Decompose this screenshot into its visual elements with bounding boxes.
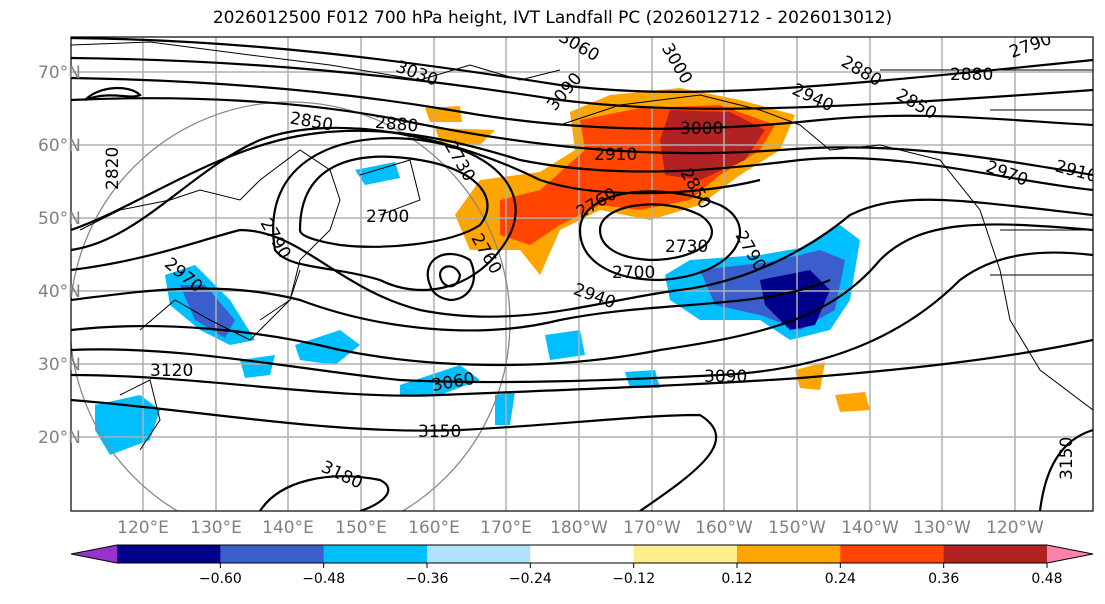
height-contours (71, 37, 1093, 511)
lat-label: 50°N (38, 209, 81, 229)
contour-label: 2700 (366, 207, 409, 227)
colorbar-segment (427, 545, 531, 563)
lon-label: 180°W (550, 518, 608, 538)
longitude-labels: 120°E 130°E 140°E 150°E 160°E 170°E 180°… (117, 518, 1044, 538)
colorbar-segment (323, 545, 428, 563)
colorbar-tick-label: −0.24 (509, 571, 552, 587)
colorbar-segment (117, 545, 221, 563)
lon-label: 160°E (408, 518, 460, 538)
graticule (71, 37, 1093, 511)
lon-label: 130°W (913, 518, 971, 538)
radius-circle (71, 101, 511, 511)
lon-label: 120°E (117, 518, 169, 538)
colorbar-segment (943, 545, 1048, 563)
colorbar-segment (840, 545, 945, 563)
lon-label: 130°E (190, 518, 242, 538)
lon-label: 150°W (768, 518, 826, 538)
contour-label: 3150 (418, 422, 461, 442)
contour-label: 3120 (150, 361, 193, 381)
colorbar-tick-label: −0.48 (302, 571, 345, 587)
contour-label: 2880 (374, 113, 419, 137)
ivt-shading (95, 88, 870, 455)
lon-label: 170°E (480, 518, 532, 538)
lat-label: 30°N (38, 355, 81, 375)
lon-label: 150°E (335, 518, 387, 538)
contour-label: 3150 (1057, 437, 1077, 480)
lon-label: 140°W (841, 518, 899, 538)
colorbar-segment (220, 545, 325, 563)
lat-label: 70°N (38, 63, 81, 83)
map-area: 3030 3060 3090 3000 2850 2880 2820 2790 … (71, 37, 1093, 511)
colorbar-tick-label: −0.12 (612, 571, 655, 587)
colorbar-tick-label: 0.36 (928, 571, 959, 587)
lat-label: 20°N (38, 428, 81, 448)
contour-label: 2730 (665, 237, 708, 257)
contour-label: 2700 (612, 263, 655, 283)
contour-label: 3000 (680, 119, 723, 139)
contour-label: 3090 (704, 367, 747, 387)
lon-label: 120°W (986, 518, 1044, 538)
colorbar-tick-label: 0.48 (1031, 571, 1062, 587)
latitude-labels: 70°N 60°N 50°N 40°N 30°N 20°N (38, 63, 81, 448)
lon-label: 170°W (623, 518, 681, 538)
colorbar-segment (737, 545, 841, 563)
contour-label: 2910 (594, 145, 637, 165)
colorbar-segment (633, 545, 738, 563)
lon-label: 160°W (695, 518, 753, 538)
lon-label: 140°E (262, 518, 314, 538)
contour-label: 2880 (950, 65, 993, 85)
colorbar-extend-high (1047, 545, 1093, 563)
map-frame (70, 36, 1094, 512)
colorbar-tick-label: 0.24 (825, 571, 856, 587)
lat-label: 60°N (38, 136, 81, 156)
colorbar-tick-label: 0.12 (721, 571, 752, 587)
colorbar-segment (530, 545, 635, 563)
map-title: 2026012500 F012 700 hPa height, IVT Land… (212, 8, 893, 28)
colorbar-tick-label: −0.60 (199, 571, 242, 587)
colorbar-outline (70, 544, 1094, 564)
lat-label: 40°N (38, 282, 81, 302)
colorbar: −0.60 −0.48 −0.36 −0.24 −0.12 0.12 0.24 0.36 0.4… (70, 544, 1094, 587)
colorbar-extend-low (71, 545, 117, 563)
colorbar-tick-label: −0.36 (406, 571, 449, 587)
contour-label: 2820 (103, 147, 123, 190)
